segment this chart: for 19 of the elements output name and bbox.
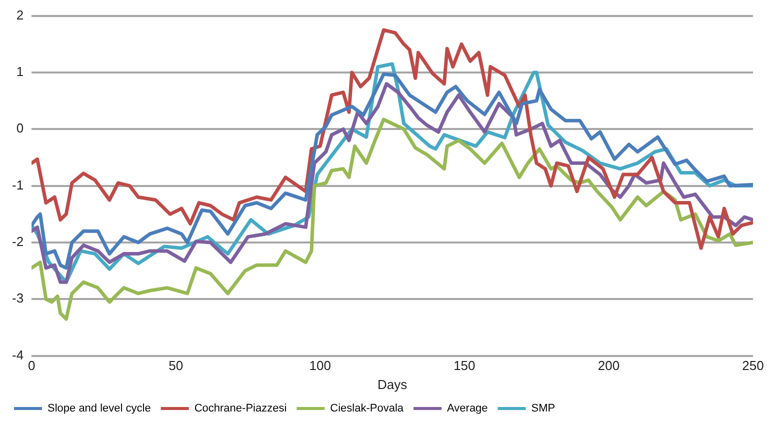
x-tick-label: 0 xyxy=(28,358,36,374)
x-axis-title: Days xyxy=(377,376,408,392)
x-tick-label: 50 xyxy=(168,358,184,374)
y-tick-label: 0 xyxy=(16,120,24,136)
legend-label: Cieslak-Povala xyxy=(330,402,404,415)
y-tick-label: -1 xyxy=(12,177,24,192)
legend-label: SMP xyxy=(531,402,556,415)
x-tick-label: 150 xyxy=(454,358,476,374)
legend-label: Cochrane-Piazzesi xyxy=(194,402,287,415)
x-tick-label: 100 xyxy=(309,358,331,374)
y-tick-label: -3 xyxy=(12,290,24,306)
y-tick-label: -4 xyxy=(12,347,24,362)
x-tick-label: 250 xyxy=(742,358,764,374)
x-tick-label: 200 xyxy=(598,358,620,374)
y-tick-label: 1 xyxy=(16,64,24,80)
legend-label: Slope and level cycle xyxy=(48,402,151,415)
y-tick-label: -2 xyxy=(12,234,24,250)
legend-label: Average xyxy=(447,402,488,415)
y-tick-label: 2 xyxy=(16,7,24,22)
